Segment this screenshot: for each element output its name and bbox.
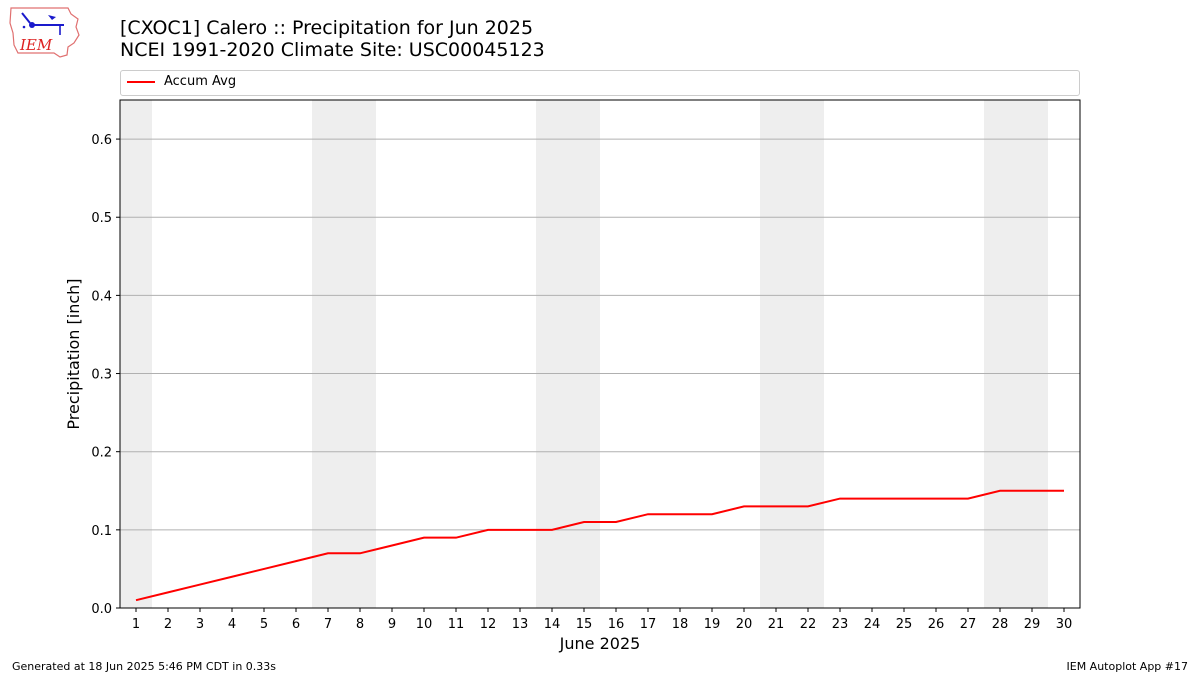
weekend-band (536, 100, 568, 608)
x-tick-label: 25 (896, 617, 913, 632)
x-tick-label: 5 (260, 617, 268, 632)
x-axis-label: June 2025 (559, 634, 641, 653)
weekend-band (120, 100, 152, 608)
y-tick-label: 0.4 (91, 289, 112, 304)
y-tick-label: 0.6 (91, 133, 112, 148)
series-layer (135, 489, 1064, 602)
x-tick-label: 4 (228, 617, 236, 632)
weekend-band (792, 100, 824, 608)
x-tick-label: 16 (608, 617, 625, 632)
weekend-band (312, 100, 344, 608)
x-tick-label: 20 (736, 617, 753, 632)
x-tick-label: 18 (672, 617, 689, 632)
x-tick-label: 12 (480, 617, 497, 632)
x-tick-label: 7 (324, 617, 332, 632)
x-tick-label: 22 (800, 617, 817, 632)
iem-logo-text: IEM (19, 36, 53, 54)
iem-logo: IEM (9, 7, 80, 58)
x-tick-label: 3 (196, 617, 204, 632)
chart-subtitle: NCEI 1991-2020 Climate Site: USC00045123 (120, 39, 545, 61)
y-axis: 0.0 0.1 0.2 0.3 0.4 0.5 0.6 (91, 133, 120, 617)
chart-title: [CXOC1] Calero :: Precipitation for Jun … (120, 17, 534, 39)
x-tick-label: 1 (132, 617, 140, 632)
x-tick-label: 8 (356, 617, 364, 632)
plot-frame (119, 99, 1081, 609)
weekend-band (760, 100, 792, 608)
weekend-band (1016, 100, 1048, 608)
x-tick-label: 29 (1024, 617, 1041, 632)
footer-app: IEM Autoplot App #17 (1066, 660, 1189, 673)
x-tick-label: 30 (1056, 617, 1073, 632)
x-tick-label: 15 (576, 617, 593, 632)
y-tick-label: 0.0 (91, 602, 112, 617)
x-tick-label: 26 (928, 617, 945, 632)
y-tick-label: 0.2 (91, 446, 112, 461)
x-tick-label: 13 (512, 617, 529, 632)
x-tick-label: 24 (864, 617, 881, 632)
y-tick-label: 0.3 (91, 368, 112, 383)
weekend-band (344, 100, 376, 608)
x-tick-label: 14 (544, 617, 561, 632)
weekend-band (568, 100, 600, 608)
legend-swatch-accum-avg (127, 81, 155, 83)
x-tick-label: 6 (292, 617, 300, 632)
y-tick-label: 0.5 (91, 211, 112, 226)
x-tick-label: 2 (164, 617, 172, 632)
x-tick-label: 28 (992, 617, 1009, 632)
x-tick-label: 10 (416, 617, 433, 632)
y-tick-label: 0.1 (91, 524, 112, 539)
x-tick-label: 21 (768, 617, 785, 632)
x-axis: 1 2 3 4 5 6 7 8 9 10 11 12 13 14 15 16 17 18 19 20 21 22 23 24 2… (132, 608, 1072, 632)
x-tick-label: 17 (640, 617, 657, 632)
gridlines (120, 138, 1080, 531)
footer-generated: Generated at 18 Jun 2025 5:46 PM CDT in … (12, 660, 277, 673)
x-tick-label: 9 (388, 617, 396, 632)
weekend-bands (120, 100, 1048, 608)
x-tick-label: 11 (448, 617, 465, 632)
legend-label-accum-avg: Accum Avg (164, 74, 237, 89)
x-tick-label: 19 (704, 617, 721, 632)
x-tick-label: 27 (960, 617, 977, 632)
series-line-accum-avg (135, 489, 1064, 602)
weekend-band (984, 100, 1016, 608)
legend: Accum Avg (120, 70, 1080, 96)
y-axis-label: Precipitation [inch] (64, 278, 83, 429)
x-tick-label: 23 (832, 617, 849, 632)
